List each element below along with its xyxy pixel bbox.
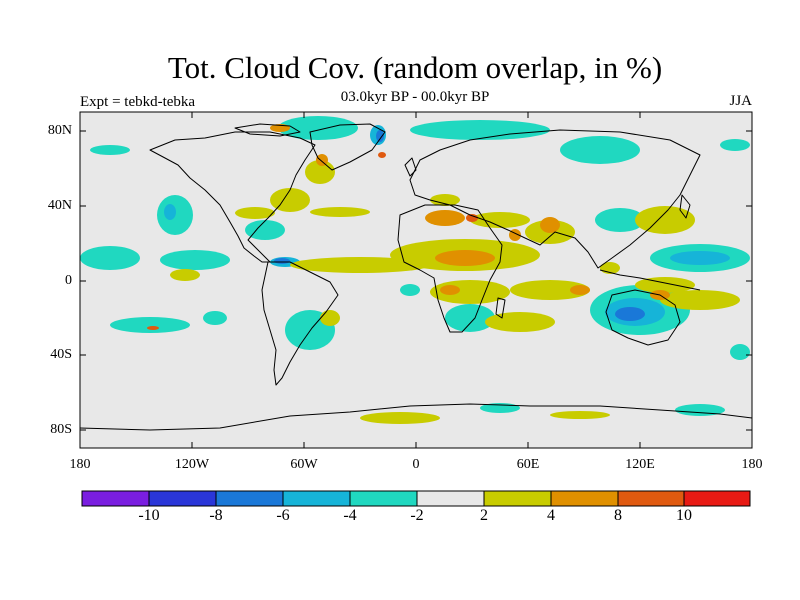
colorbar-box-9: [617, 490, 685, 507]
coastline-britain: [404, 157, 417, 177]
colorbar-label-4: 4: [547, 507, 555, 524]
colorbar-box-7: [483, 490, 552, 507]
colorbar-box-3: [215, 490, 284, 507]
lon-label-180e: 180: [741, 457, 763, 472]
lon-label-120e: 120E: [625, 457, 655, 472]
lon-label-180w: 180: [69, 457, 91, 472]
lat-label-80s: 80S: [50, 422, 72, 437]
colorbar-label-minus2: -2: [410, 507, 424, 524]
coastline-arctic-islands: [234, 123, 301, 137]
map-plot-area: [80, 112, 752, 448]
colorbar-box-2: [148, 490, 217, 507]
anomaly-positive-8-10: [147, 152, 478, 330]
colorbar-box-5: [349, 490, 418, 507]
colorbar-box-10: [683, 490, 751, 507]
map-title: Tot. Cloud Cov. (random overlap, in %): [167, 50, 663, 85]
colorbar-label-minus8: -8: [209, 507, 223, 524]
lon-label-60w: 60W: [290, 457, 318, 472]
colorbar-label-minus10: -10: [138, 507, 160, 524]
colorbar-box-8: [550, 490, 619, 507]
colorbar-label-8: 8: [614, 507, 622, 524]
lat-label-40s: 40S: [50, 347, 72, 362]
lat-label-80n: 80N: [47, 123, 72, 138]
colorbar-box-6: [416, 490, 485, 507]
experiment-label: Expt = tebkd-tebka: [80, 94, 196, 110]
coastline-eurasia: [409, 129, 701, 269]
colorbar-box-1: [81, 490, 150, 507]
colorbar-label-10: 10: [676, 507, 692, 524]
lon-label-60e: 60E: [516, 457, 540, 472]
axis-ticks: [80, 112, 752, 448]
coastline-south-america: [261, 261, 339, 386]
coastline-madagascar: [495, 297, 506, 319]
anomaly-negative-2-4: [80, 116, 750, 416]
coastline-greenland: [309, 123, 386, 171]
coastline-africa: [397, 204, 503, 333]
coastline-maritime-asia: [599, 269, 701, 291]
coastline-japan: [679, 194, 691, 219]
coastline-antarctica: [80, 403, 752, 431]
colorbar: [81, 490, 751, 507]
lon-label-120w: 120W: [174, 457, 210, 472]
colorbar-box-4: [282, 490, 351, 507]
season-label: JJA: [729, 93, 752, 109]
map-subtitle: 03.0kyr BP - 00.0kyr BP: [340, 89, 490, 105]
coastline-australia: [605, 289, 681, 346]
colorbar-label-2: 2: [480, 507, 488, 524]
colorbar-label-minus6: -6: [276, 507, 290, 524]
colorbar-label-minus4: -4: [343, 507, 357, 524]
lat-label-40n: 40N: [47, 198, 72, 213]
lat-label-equator: 0: [65, 273, 72, 288]
lon-label-0: 0: [412, 457, 420, 472]
coastlines: [80, 123, 752, 431]
